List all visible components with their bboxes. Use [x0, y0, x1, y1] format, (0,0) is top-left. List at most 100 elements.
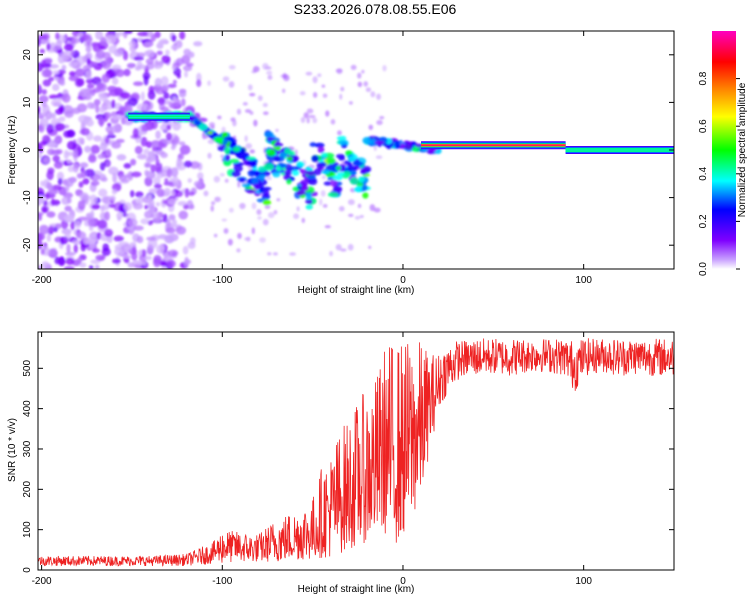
- spectrogram-cell: [299, 169, 308, 174]
- spectrogram-cell: [404, 144, 414, 150]
- spectrogram-cell: [184, 70, 189, 78]
- spectrogram-cell: [49, 248, 57, 257]
- spectrogram-cell: [55, 32, 60, 40]
- spectrogram-cell: [171, 34, 177, 42]
- spectrogram-cell: [291, 169, 300, 176]
- spectrogram-cell: [296, 206, 300, 212]
- spectrogram-cell: [65, 257, 75, 265]
- spectrogram-cell: [293, 213, 300, 220]
- colorbar-tick-label: 0.8: [698, 71, 709, 85]
- spectrogram-cell: [301, 217, 306, 223]
- spectrogram-cell: [82, 178, 90, 185]
- spectrogram-cell: [182, 245, 189, 255]
- spectrogram-cell: [126, 226, 134, 231]
- spectrogram-cell: [394, 141, 400, 148]
- spectrogram-cell: [305, 71, 313, 76]
- spectrogram-cell: [63, 43, 74, 52]
- spectrogram-y-tick-label: -20: [22, 238, 33, 253]
- spectrogram-cell: [127, 218, 138, 227]
- spectrogram-cell: [175, 226, 187, 235]
- spectrogram-cell: [66, 159, 72, 164]
- spectrogram-cell: [343, 170, 352, 178]
- spectrogram-cell: [113, 235, 124, 242]
- spectrogram-cell: [68, 60, 79, 68]
- spectrogram-cell: [222, 138, 229, 145]
- spectrogram-cell: [159, 38, 169, 44]
- spectrogram-cell: [155, 201, 161, 207]
- spectrogram-cell: [415, 143, 423, 148]
- spectrogram-cell: [99, 220, 106, 227]
- spectrogram-cell: [80, 170, 87, 179]
- spectrogram-cell: [154, 163, 163, 170]
- spectrogram-cell: [67, 165, 75, 173]
- spectrogram-y-tick-label: -10: [22, 190, 33, 205]
- spectrogram-cell: [345, 150, 353, 156]
- spectrogram-cell: [220, 154, 225, 159]
- spectrogram-cell: [152, 257, 161, 268]
- spectrogram-cell: [61, 93, 71, 103]
- snr-x-tick-label: 0: [400, 576, 406, 587]
- colorbar-tick-label: 0.0: [698, 262, 709, 276]
- spectrogram-cell: [203, 190, 209, 197]
- spectrogram-cell: [99, 142, 108, 151]
- spectrogram-cell: [131, 251, 138, 261]
- spectrogram-cell: [300, 116, 306, 123]
- spectrogram-cell: [91, 204, 101, 210]
- spectrogram-cell: [168, 198, 177, 206]
- spectrogram-cell: [144, 204, 149, 210]
- spectrogram-cell: [171, 65, 177, 71]
- spectrogram-cell: [155, 150, 165, 155]
- spectrogram-cell: [317, 146, 325, 154]
- spectrogram-cell: [383, 142, 395, 148]
- spectrogram-cell: [352, 161, 364, 167]
- spectrogram-cell: [286, 178, 292, 185]
- spectrogram-cell: [76, 257, 82, 264]
- spectrogram-cell: [85, 45, 92, 53]
- spectrogram-cell: [264, 204, 271, 209]
- spectrogram-cell: [98, 92, 104, 98]
- spectrogram-cell: [232, 119, 237, 127]
- spectrogram-cell: [112, 172, 118, 183]
- spectrogram-cell: [73, 244, 78, 254]
- snr-series: [38, 338, 674, 567]
- spectrogram-cell: [57, 178, 63, 186]
- spectrogram-cell: [258, 173, 266, 180]
- spectrogram-cell: [73, 163, 79, 173]
- colorbar-gradient: [712, 31, 736, 269]
- spectrogram-cell: [154, 31, 161, 39]
- spectrogram-cell: [137, 261, 147, 266]
- spectrogram-cell: [59, 236, 69, 245]
- spectrogram-cell: [140, 91, 145, 101]
- spectrogram-cell: [165, 218, 171, 229]
- spectrogram-cell: [189, 204, 195, 210]
- spectrogram-cell: [111, 124, 121, 133]
- spectrogram-cell: [122, 254, 132, 259]
- spectrogram-cell: [221, 126, 226, 134]
- spectrogram-y-tick-label: 10: [22, 96, 33, 108]
- spectrogram-cell: [111, 77, 119, 86]
- spectrogram-cell: [375, 155, 383, 160]
- spectrogram-cell: [263, 162, 274, 171]
- spectrogram-cell: [193, 41, 203, 47]
- snr-x-ticks: -200 -100 0 100: [32, 332, 592, 587]
- spectrogram-cell: [307, 178, 318, 186]
- spectrogram-cell: [38, 38, 41, 47]
- spectrogram-cell: [193, 180, 203, 188]
- spectrogram-cell: [136, 153, 148, 160]
- spectrogram-cell: [242, 102, 248, 106]
- spectrogram-cell: [111, 99, 116, 109]
- spectrogram-cell: [339, 93, 343, 100]
- spectrogram-cell: [133, 56, 144, 61]
- spectrogram-carrier-line: [421, 141, 566, 150]
- spectrogram-cell: [257, 216, 262, 220]
- spectrogram-cell: [321, 84, 326, 88]
- spectrogram-cell: [215, 136, 223, 143]
- spectrogram-cell: [211, 201, 216, 206]
- spectrogram-cell: [106, 148, 112, 157]
- spectrogram-cell: [198, 124, 208, 131]
- spectrogram-cell: [164, 235, 175, 244]
- spectrogram-cell: [167, 83, 177, 89]
- spectrogram-cell: [85, 78, 93, 84]
- spectrogram-cell: [178, 141, 186, 146]
